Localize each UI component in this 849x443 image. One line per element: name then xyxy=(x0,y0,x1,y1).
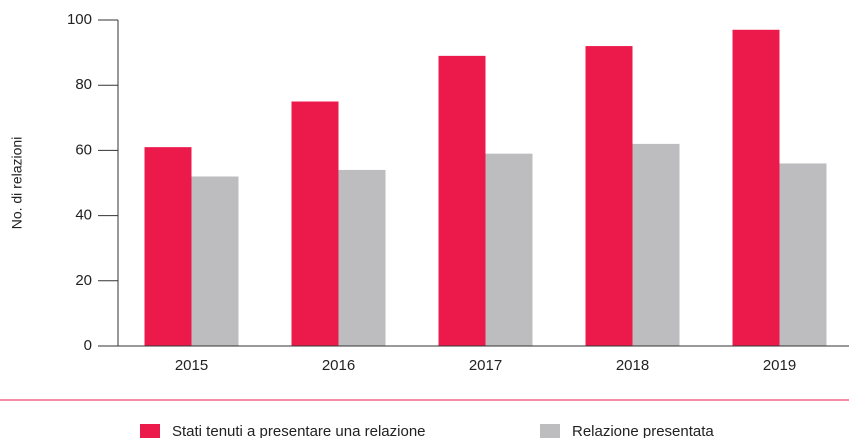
bar xyxy=(585,46,633,347)
y-axis-label: No. di relazioni xyxy=(9,137,25,230)
legend-label: Relazione presentata xyxy=(572,423,714,438)
legend-label: Stati tenuti a presentare una relazione xyxy=(172,423,426,438)
bar xyxy=(779,163,827,346)
legend-swatch xyxy=(540,424,560,438)
x-tick-label: 2019 xyxy=(763,357,796,374)
x-tick-label: 2015 xyxy=(175,357,208,374)
bar xyxy=(485,153,533,346)
bar xyxy=(632,143,680,346)
bar xyxy=(732,29,780,347)
bar xyxy=(291,101,339,346)
bar xyxy=(338,169,386,346)
y-tick-label: 0 xyxy=(84,337,92,354)
y-tick-label: 60 xyxy=(75,141,92,158)
x-tick-label: 2016 xyxy=(322,357,355,374)
y-tick-label: 20 xyxy=(75,272,92,289)
x-tick-label: 2017 xyxy=(469,357,502,374)
y-tick-label: 80 xyxy=(75,76,92,93)
y-tick-label: 40 xyxy=(75,207,92,224)
y-tick-label: 100 xyxy=(67,11,92,28)
bar xyxy=(144,147,192,346)
bar xyxy=(191,176,239,346)
x-tick-label: 2018 xyxy=(616,357,649,374)
bar xyxy=(438,55,486,347)
legend-swatch xyxy=(140,424,160,438)
